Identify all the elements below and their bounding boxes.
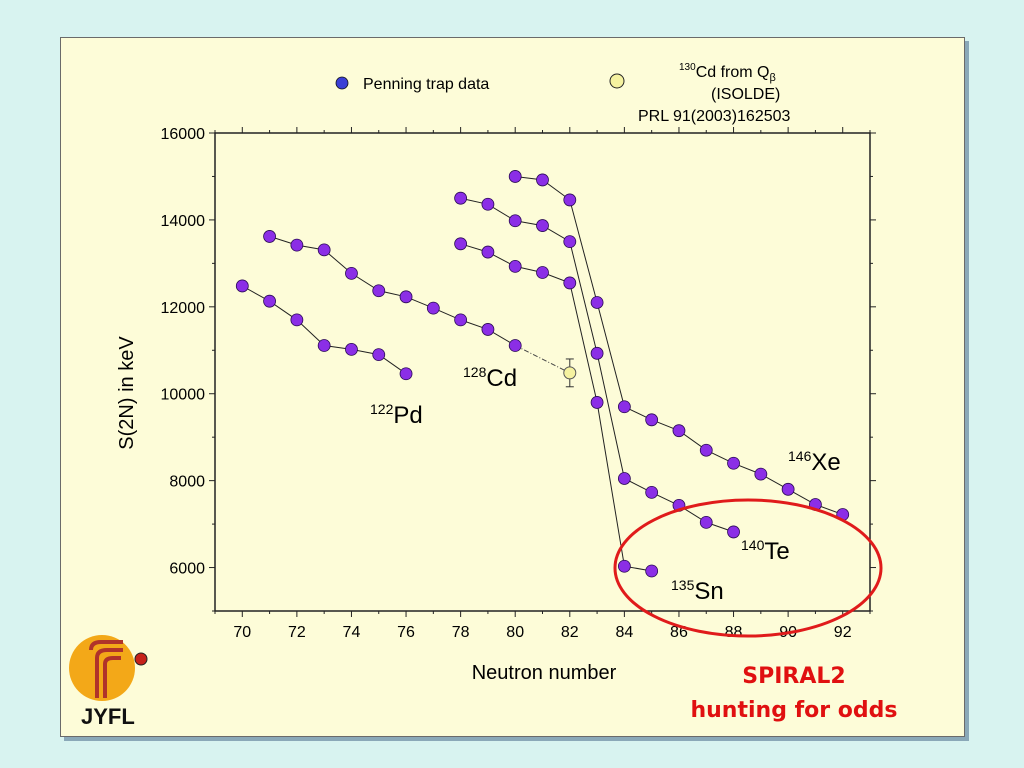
data-point-sn (563, 276, 577, 290)
isolde-data-point (563, 366, 577, 380)
data-point-cd (454, 313, 468, 327)
data-point-te (727, 525, 740, 539)
label-xe: 146Xe (788, 448, 841, 476)
data-point-pd (345, 343, 358, 356)
data-point-xe (536, 173, 549, 187)
data-point-xe (699, 443, 713, 457)
data-point-cd (508, 339, 522, 352)
highlight-ellipse (613, 498, 883, 638)
label-cd: 128Cd (463, 364, 517, 392)
data-point-pd (372, 348, 386, 362)
y-tick-label: 12000 (161, 300, 206, 317)
data-point-cd (317, 243, 331, 257)
data-point-sn (481, 245, 495, 259)
data-point-xe (727, 456, 740, 470)
y-tick-label: 14000 (161, 213, 206, 230)
legend-penning-marker (335, 76, 349, 90)
y-axis-title: S(2N) in keV (116, 336, 138, 450)
data-point-cd (481, 323, 495, 336)
data-point-xe (645, 413, 659, 427)
data-point-pd (399, 367, 413, 381)
data-point-te (699, 515, 713, 529)
isolde-point-group (563, 358, 577, 388)
legend-isolde-marker (609, 73, 625, 89)
data-point-sn (590, 396, 604, 409)
data-point-pd (263, 294, 276, 308)
data-point-pd (317, 339, 331, 352)
s2n-chart: Penning trap data 130Cd from Qβ (ISOLDE)… (69, 62, 898, 729)
x-axis-title: Neutron number (472, 662, 617, 684)
data-point-te (536, 219, 549, 232)
x-tick-label: 70 (233, 624, 251, 641)
data-point-cd (399, 290, 413, 304)
spiral2-subtitle: hunting for odds (690, 698, 897, 723)
series-lines (242, 176, 843, 572)
spiral2-title: SPIRAL2 (742, 664, 845, 689)
y-tick-label: 6000 (169, 561, 205, 578)
data-point-xe (781, 482, 795, 496)
x-tick-label: 88 (725, 624, 743, 641)
axis-ticks (209, 127, 876, 617)
axis-tick-labels: 70 72 74 76 78 80 82 84 86 88 90 926000800010000120… (161, 126, 852, 641)
data-point-xe (563, 193, 577, 207)
legend-isolde-line2: (ISOLDE) (711, 86, 780, 103)
data-point-cd (426, 301, 440, 315)
label-sn: 135Sn (671, 577, 724, 605)
data-point-pd (290, 313, 304, 327)
svg-text:JYFL: JYFL (81, 704, 135, 729)
x-tick-label: 82 (561, 624, 579, 641)
data-point-xe (617, 400, 631, 414)
data-point-xe (508, 170, 522, 183)
x-tick-label: 78 (452, 624, 470, 641)
data-point-xe (672, 424, 686, 438)
data-point-te (454, 191, 468, 205)
y-tick-label: 10000 (161, 387, 206, 404)
data-point-te (563, 235, 577, 249)
x-tick-label: 92 (834, 624, 852, 641)
extrapolation-segment (514, 345, 571, 374)
data-point-pd (235, 279, 249, 293)
data-point-sn (617, 559, 631, 573)
data-point-te (617, 472, 631, 485)
legend-isolde-label: 130Cd from Qβ (679, 62, 776, 84)
data-point-cd (263, 230, 276, 243)
data-point-sn (508, 260, 522, 273)
data-point-sn (536, 266, 549, 279)
x-tick-label: 74 (343, 624, 361, 641)
data-point-te (590, 346, 604, 360)
data-point-cd (372, 284, 386, 298)
label-pd: 122Pd (370, 401, 423, 429)
jyfl-logo-icon: JYFL (69, 635, 148, 729)
data-point-te (481, 197, 495, 211)
extrapolation-line (514, 345, 571, 374)
legend-penning-label: Penning trap data (363, 76, 489, 93)
data-point-cd (290, 238, 304, 252)
data-point-cd (345, 266, 358, 280)
x-tick-label: 72 (288, 624, 306, 641)
series-line-cd (269, 235, 516, 346)
y-tick-label: 8000 (169, 474, 205, 491)
data-point-xe (590, 296, 604, 309)
y-tick-label: 16000 (161, 126, 206, 143)
data-point-sn (454, 237, 468, 251)
data-point-te (645, 485, 659, 499)
legend-isolde-line3: PRL 91(2003)162503 (638, 108, 791, 125)
slide-panel: Penning trap data 130Cd from Qβ (ISOLDE)… (60, 37, 965, 737)
series-points (235, 170, 850, 578)
x-tick-label: 80 (506, 624, 524, 641)
x-tick-label: 76 (397, 624, 415, 641)
label-te: 140Te (741, 537, 790, 565)
data-point-xe (754, 467, 768, 481)
x-tick-label: 84 (615, 624, 633, 641)
data-point-te (508, 214, 522, 228)
data-point-sn (645, 564, 659, 578)
